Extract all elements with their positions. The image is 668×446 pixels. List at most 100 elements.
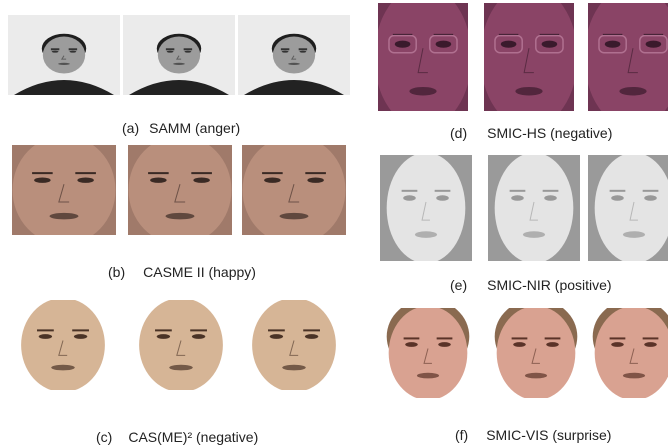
eye (513, 342, 526, 347)
face-image (245, 300, 343, 390)
eye (34, 177, 51, 183)
caption: (c) CAS(ME)² (negative) (96, 429, 258, 445)
panel-label: (a) (122, 120, 139, 136)
eye (500, 40, 517, 48)
face (494, 155, 574, 261)
glasses (598, 34, 627, 54)
nose (176, 340, 186, 356)
panel-caption: CAS(ME)² (negative) (128, 429, 258, 445)
eye (156, 334, 171, 339)
mouth (51, 364, 75, 371)
nose (423, 348, 432, 364)
eye (544, 195, 557, 201)
eye (269, 334, 284, 339)
panel-caption: SAMM (anger) (149, 120, 240, 136)
eye (644, 195, 657, 201)
nose (288, 184, 300, 203)
mouth (414, 231, 438, 238)
face-image (588, 155, 668, 261)
eye (299, 50, 307, 53)
eye (611, 342, 624, 347)
eye (69, 50, 77, 53)
glasses (388, 34, 417, 54)
mouth (522, 231, 546, 238)
face (378, 3, 468, 111)
caption: (b) CASME II (happy) (108, 264, 256, 280)
eye (541, 40, 558, 48)
face-image (490, 308, 582, 398)
mouth (282, 364, 306, 371)
face-image (12, 145, 116, 235)
nose (421, 201, 430, 221)
eye (264, 177, 281, 183)
mouth (524, 372, 548, 379)
face-image (484, 3, 574, 111)
eye (281, 50, 289, 53)
glasses (429, 34, 458, 54)
face-image (242, 145, 346, 235)
eye (304, 334, 319, 339)
nose (58, 184, 70, 203)
face-image (588, 308, 668, 398)
face-image (588, 3, 668, 111)
nose (531, 348, 540, 364)
face (12, 145, 116, 235)
mouth (169, 364, 193, 371)
glasses (639, 34, 668, 54)
eye (645, 40, 662, 48)
eye (394, 40, 411, 48)
face (242, 145, 346, 235)
glasses (494, 34, 523, 54)
face (388, 308, 468, 398)
face (128, 145, 232, 235)
panel-label: (b) (108, 264, 125, 280)
face-image (123, 15, 235, 95)
face (496, 308, 576, 398)
face (42, 36, 86, 74)
mouth (515, 86, 543, 96)
eye (511, 195, 524, 201)
mouth (288, 62, 300, 65)
eye (405, 342, 418, 347)
nose (417, 48, 428, 74)
face (594, 155, 668, 261)
face-image (488, 155, 580, 261)
eye (77, 177, 94, 183)
mouth (622, 372, 646, 379)
nose (529, 201, 538, 221)
panel-caption: SMIC-VIS (surprise) (486, 427, 611, 443)
eye (546, 342, 559, 347)
face-image (238, 15, 350, 95)
nose (627, 48, 638, 74)
mouth (622, 231, 646, 238)
face-image (8, 15, 120, 95)
eye (73, 334, 88, 339)
mouth (416, 372, 440, 379)
face-image (380, 155, 472, 261)
nose (174, 184, 186, 203)
nose (289, 340, 299, 356)
eye (604, 40, 621, 48)
shoulders (244, 80, 344, 95)
panel-caption: CASME II (happy) (143, 264, 256, 280)
eye (166, 50, 174, 53)
mouth (49, 212, 79, 220)
panel-label: (f) (455, 427, 468, 443)
glasses (535, 34, 564, 54)
nose (58, 340, 68, 356)
eye (435, 40, 452, 48)
eye (51, 50, 59, 53)
face-image (378, 3, 468, 111)
eye (191, 334, 206, 339)
panel-caption: SMIC-HS (negative) (487, 125, 612, 141)
eye (644, 342, 657, 347)
face-image (132, 300, 230, 390)
eye (438, 342, 451, 347)
face-image (128, 145, 232, 235)
mouth (173, 62, 185, 65)
mouth (165, 212, 195, 220)
panel-label: (c) (96, 429, 112, 445)
shoulders (129, 80, 229, 95)
eye (403, 195, 416, 201)
